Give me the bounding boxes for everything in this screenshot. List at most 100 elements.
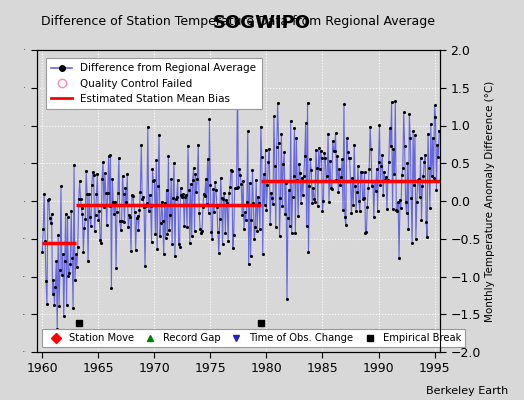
Point xyxy=(392,207,400,213)
Point xyxy=(258,154,266,161)
Point xyxy=(305,183,313,189)
Point xyxy=(181,194,189,201)
Point xyxy=(78,211,86,218)
Point xyxy=(302,222,311,229)
Point xyxy=(99,158,107,165)
Point xyxy=(428,173,436,180)
Point xyxy=(64,272,73,279)
Point xyxy=(178,194,187,200)
Point xyxy=(123,171,132,177)
Point xyxy=(372,188,380,194)
Point xyxy=(356,168,365,175)
Point xyxy=(210,209,219,215)
Point xyxy=(70,161,78,168)
Point xyxy=(401,198,410,205)
Point xyxy=(365,166,374,172)
Point xyxy=(58,271,66,278)
Point xyxy=(235,166,244,172)
Point xyxy=(111,199,119,205)
Point xyxy=(191,171,200,178)
Point xyxy=(195,209,203,216)
Point xyxy=(201,193,209,199)
Point xyxy=(197,230,205,236)
Point xyxy=(309,185,318,192)
Point xyxy=(296,170,304,176)
Point xyxy=(398,172,406,178)
Point xyxy=(413,177,422,184)
Point xyxy=(417,155,425,161)
Point xyxy=(145,208,153,214)
Point xyxy=(116,227,125,234)
Point xyxy=(323,173,331,180)
Point xyxy=(283,215,292,221)
Point xyxy=(180,223,189,230)
Point xyxy=(84,258,92,264)
Point xyxy=(200,191,208,197)
Point xyxy=(230,231,238,238)
Point xyxy=(160,200,169,206)
Point xyxy=(387,99,396,105)
Point xyxy=(336,182,344,188)
Point xyxy=(190,228,199,234)
Point xyxy=(156,233,164,239)
Point xyxy=(179,190,188,197)
Point xyxy=(110,211,118,218)
Point xyxy=(129,202,138,208)
Point xyxy=(366,124,374,130)
Point xyxy=(293,177,301,184)
Point xyxy=(326,158,334,164)
Point xyxy=(422,218,430,225)
Point xyxy=(124,224,133,230)
Point xyxy=(173,177,182,183)
Point xyxy=(374,208,382,214)
Point xyxy=(256,225,264,232)
Point xyxy=(97,240,105,246)
Point xyxy=(162,186,171,193)
Point xyxy=(121,218,129,225)
Point xyxy=(153,246,161,252)
Point xyxy=(264,159,272,165)
Point xyxy=(269,201,277,208)
Point xyxy=(62,302,71,308)
Point xyxy=(170,160,178,166)
Point xyxy=(42,278,50,284)
Point xyxy=(142,202,150,209)
Point xyxy=(338,156,346,162)
Point xyxy=(403,160,412,166)
Point xyxy=(174,241,183,247)
Point xyxy=(198,228,206,234)
Point xyxy=(299,192,307,198)
Point xyxy=(150,176,159,183)
Point xyxy=(425,165,433,172)
Point xyxy=(433,142,442,148)
Point xyxy=(96,237,104,243)
Point xyxy=(280,149,288,156)
Point xyxy=(240,226,248,232)
Point xyxy=(168,241,176,247)
Point xyxy=(52,258,60,264)
Point xyxy=(79,248,88,255)
Point xyxy=(118,172,127,179)
Point xyxy=(54,232,62,238)
Point xyxy=(389,146,398,152)
Point xyxy=(102,190,110,196)
Point xyxy=(304,249,313,255)
Point xyxy=(114,190,122,197)
Point xyxy=(113,208,121,215)
Point xyxy=(260,202,269,208)
Point xyxy=(69,304,78,311)
Point xyxy=(390,171,399,177)
Point xyxy=(432,186,441,193)
Point xyxy=(312,146,320,153)
Point xyxy=(254,194,262,200)
Point xyxy=(63,214,72,220)
Point xyxy=(271,163,279,169)
Point xyxy=(314,145,323,151)
Point xyxy=(272,144,281,150)
Point xyxy=(310,195,318,202)
Point xyxy=(94,217,103,223)
Point xyxy=(57,183,65,190)
Point xyxy=(339,207,347,214)
Point xyxy=(379,192,387,198)
Point xyxy=(219,196,227,202)
